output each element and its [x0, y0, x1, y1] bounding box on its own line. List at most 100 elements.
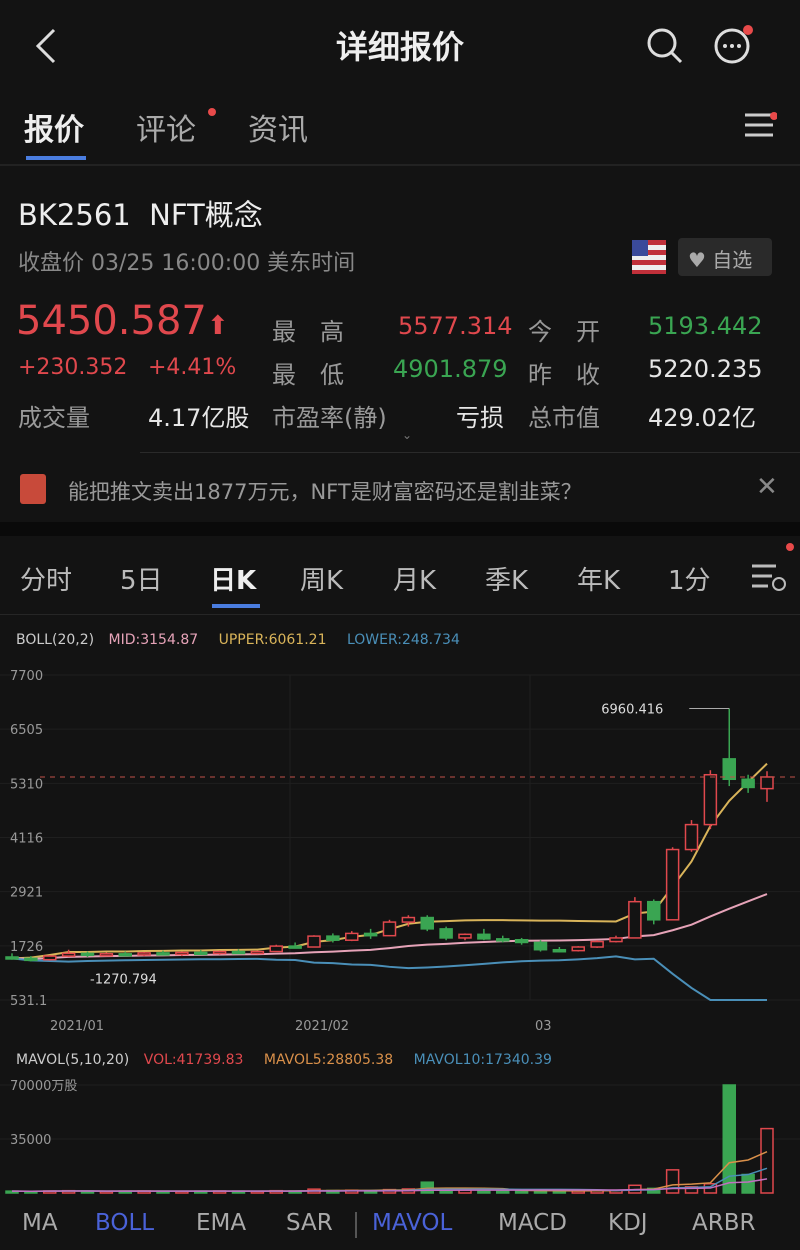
candle-body	[231, 950, 246, 955]
news-text: 能把推文卖出1877万元，NFT是财富密码还是割韭菜？	[68, 480, 582, 504]
period-tab[interactable]: 1分	[668, 566, 711, 596]
y-tick-label: 7700	[10, 669, 43, 684]
candle-body	[43, 955, 57, 961]
candle-body	[269, 945, 283, 953]
volume-chart[interactable]: 70000万股 35000	[0, 1075, 800, 1200]
expand-chevron-icon[interactable]: ⌄	[402, 428, 413, 442]
divider	[140, 452, 800, 453]
candle-body	[212, 950, 227, 955]
period-tab[interactable]: 分时	[20, 566, 73, 596]
chart-settings-icon[interactable]	[752, 547, 795, 600]
candle-body	[741, 778, 755, 789]
volume-bar	[496, 1189, 510, 1194]
indicator-tab[interactable]: MA	[22, 1210, 58, 1236]
candle-body	[382, 921, 397, 937]
candle-body	[722, 758, 736, 781]
stat-label: 昨 收	[528, 361, 600, 389]
section-divider	[0, 522, 800, 536]
watchlist-label: 自选	[712, 248, 753, 272]
back-icon[interactable]	[32, 28, 62, 64]
watchlist-button[interactable]: ♥ 自选	[678, 238, 772, 276]
candle-body	[363, 932, 378, 937]
candle-body	[5, 956, 19, 960]
tab-comments[interactable]: 评论	[136, 113, 196, 148]
indicator-tab[interactable]: EMA	[196, 1210, 247, 1236]
period-tab[interactable]: 年K	[577, 566, 621, 596]
arrow-up-icon: ⬆	[206, 311, 229, 341]
candle-body	[24, 957, 38, 962]
divider	[355, 1212, 357, 1238]
search-icon[interactable]	[645, 26, 685, 70]
us-flag-icon	[632, 240, 666, 274]
news-icon	[20, 474, 46, 504]
period-tab[interactable]: 5日	[120, 566, 163, 596]
period-tab[interactable]: 日K	[210, 566, 257, 596]
y-tick-label: 6505	[10, 723, 43, 738]
mavol-legend: MAVOL(5,10,20) VOL:41739.83 MAVOL5:28805…	[16, 1052, 552, 1068]
indicator-tab[interactable]: KDJ	[608, 1210, 648, 1236]
y-tick-label: 531.1	[10, 994, 47, 1009]
price-change: +230.352	[18, 355, 128, 380]
period-tab[interactable]: 月K	[393, 566, 437, 596]
tab-quote[interactable]: 报价	[24, 113, 84, 148]
stat-value: 亏损	[456, 404, 504, 432]
news-banner[interactable]: 能把推文卖出1877万元，NFT是财富密码还是割韭菜？ ✕	[0, 462, 800, 514]
x-tick-label: 2021/01	[50, 1019, 104, 1034]
boll-lower: LOWER:248.734	[346, 632, 460, 648]
stat-label: 成交量	[18, 404, 90, 432]
volume-bar	[760, 1127, 774, 1194]
candle-body	[590, 940, 604, 948]
candle-body	[703, 773, 718, 826]
candle-body	[628, 900, 642, 939]
divider	[0, 614, 800, 615]
price-change-pct: +4.41%	[148, 355, 237, 380]
page-title: 详细报价	[335, 28, 464, 66]
menu-icon[interactable]	[745, 112, 778, 144]
indicator-tab[interactable]: MAVOL	[372, 1210, 453, 1236]
close-time: 收盘价 03/25 16:00:00 美东时间	[18, 251, 356, 276]
candle-body	[175, 951, 189, 956]
candle-body	[61, 952, 76, 957]
candle-body	[609, 937, 623, 943]
period-tab[interactable]: 周K	[300, 566, 344, 596]
candle-body	[760, 776, 774, 790]
divider	[0, 164, 800, 166]
price-value: 5450.587	[16, 298, 207, 344]
stat-label: 市盈率(静)	[272, 404, 387, 432]
indicator-tab[interactable]: BOLL	[95, 1210, 155, 1236]
y-tick-label: 1726	[10, 940, 43, 955]
mavol5-value: MAVOL5:28805.38	[263, 1052, 394, 1068]
candle-body	[250, 950, 265, 955]
stat-value: 4.17亿股	[148, 404, 250, 432]
stat-value: 5577.314	[398, 312, 513, 340]
boll-name: BOLL(20,2)	[16, 632, 95, 648]
candle-body	[401, 916, 416, 923]
volume-bar	[741, 1173, 755, 1194]
candle-body	[99, 953, 114, 957]
vol-value: VOL:41739.83	[143, 1052, 244, 1068]
period-tab[interactable]: 季K	[485, 566, 529, 596]
stat-label: 今 开	[528, 318, 600, 346]
candle-body	[514, 939, 529, 944]
candle-body	[571, 946, 585, 952]
indicator-tab[interactable]: SAR	[286, 1210, 333, 1236]
candle-body	[477, 933, 491, 940]
volume-bar	[665, 1169, 680, 1194]
message-icon[interactable]	[712, 24, 756, 72]
high-annotation: 6960.416	[601, 703, 663, 718]
candle-body	[345, 932, 359, 941]
candle-body	[665, 848, 680, 921]
indicator-tab[interactable]: ARBR	[692, 1210, 756, 1236]
candle-body	[496, 938, 510, 942]
close-icon[interactable]: ✕	[756, 472, 778, 502]
mavol5-line	[11, 1151, 768, 1192]
mavol10-value: MAVOL10:17340.39	[413, 1052, 552, 1068]
candle-body	[137, 952, 151, 956]
candle-body	[307, 935, 321, 948]
x-tick-label: 2021/02	[295, 1019, 349, 1034]
stat-label: 总市值	[528, 404, 600, 432]
tab-news[interactable]: 资讯	[248, 113, 308, 148]
boll-upper: UPPER:6061.21	[218, 632, 327, 648]
indicator-tab[interactable]: MACD	[498, 1210, 567, 1236]
